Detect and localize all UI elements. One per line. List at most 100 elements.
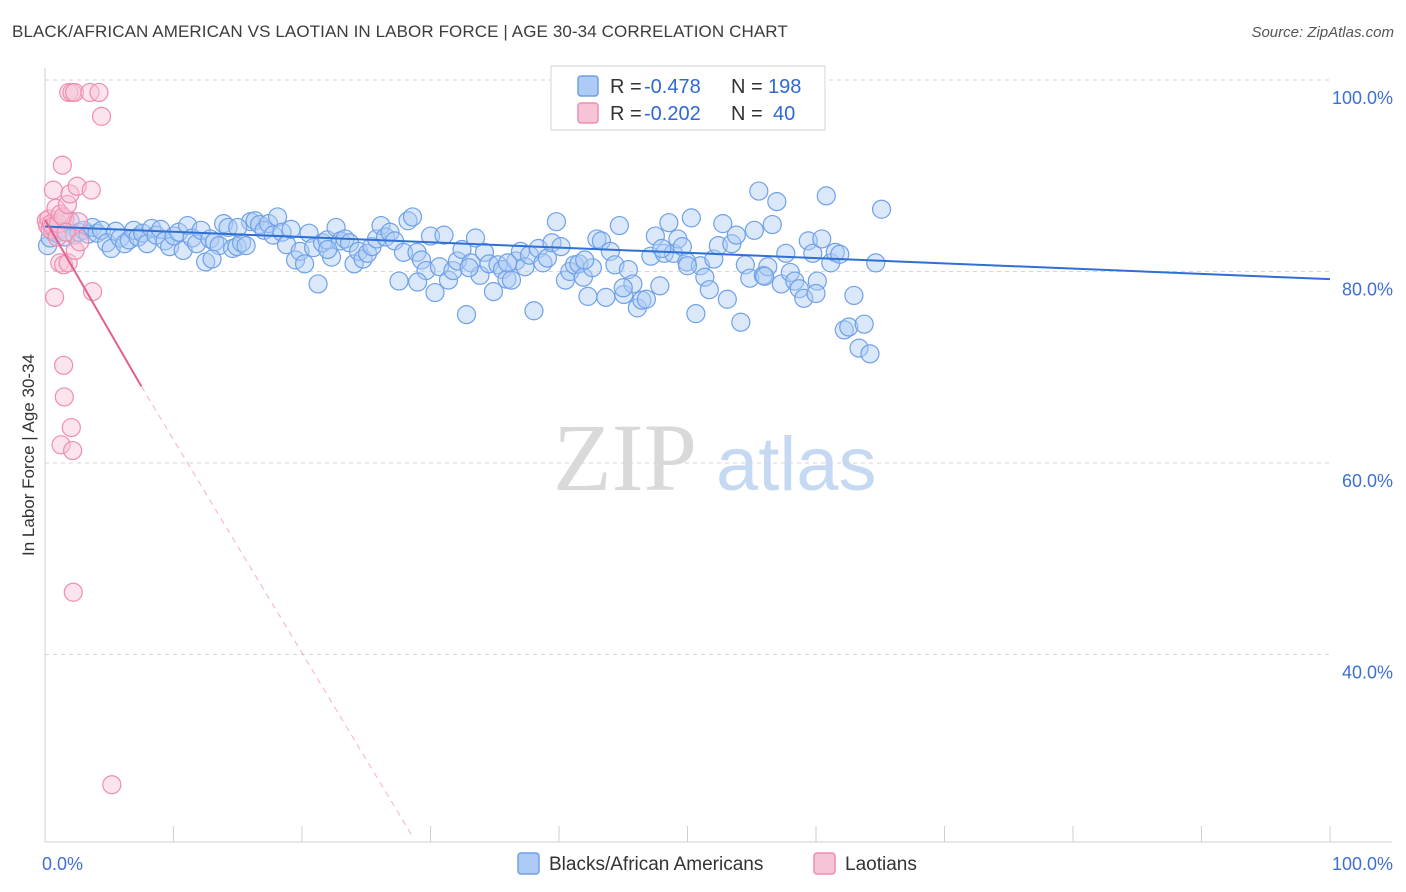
y-tick-label: 80.0% [1342,280,1393,300]
legend-swatch-pink [577,102,599,124]
point-blacks-african-americans [537,248,558,268]
point-blacks-african-americans [474,242,495,262]
point-blacks-african-americans [456,304,477,325]
point-blacks-african-americans [744,220,764,240]
legend-n-label-2: N = [731,103,763,125]
x-tick-label: 100.0% [1332,854,1393,874]
point-blacks-african-americans [420,226,441,246]
point-laotians [89,82,109,103]
point-blacks-african-americans [754,266,775,286]
point-blacks-african-americans [650,276,670,296]
grid-lines [45,79,1330,655]
chart-source: Source: ZipAtlas.com [1251,24,1394,41]
trend-line-laotians [44,219,143,387]
legend-r-value-1: -0.478 [644,76,701,98]
point-blacks-african-americans [681,208,701,228]
point-laotians [61,417,81,438]
trend-line-laotians-extrapolated [140,386,413,837]
point-blacks-african-americans [411,250,432,270]
point-blacks-african-americans [659,213,679,233]
point-laotians [45,287,65,307]
legend-bottom-label-pink: Laotians [845,854,917,875]
point-blacks-african-americans [443,260,463,281]
point-laotians [50,204,71,224]
point-blacks-african-americans [465,228,486,248]
trend-lines [44,219,1331,837]
point-blacks-african-americans [281,219,301,239]
point-blacks-african-americans [839,317,859,337]
point-laotians [43,180,63,200]
point-blacks-african-americans [425,282,445,303]
point-laotians [53,207,73,227]
point-blacks-african-americans [860,344,880,364]
y-tick-label: 60.0% [1342,471,1393,491]
point-blacks-african-americans [636,289,656,309]
point-blacks-african-americans [776,243,796,263]
point-laotians [81,180,101,200]
point-blacks-african-americans [402,207,423,227]
point-blacks-african-americans [498,253,518,273]
watermark-atlas: atlas [716,422,877,507]
point-blacks-african-americans [844,285,864,306]
point-laotians [102,775,122,795]
point-blacks-african-americans [318,239,338,260]
legend-swatch-blue [577,75,599,97]
point-blacks-african-americans [459,258,479,278]
point-blacks-african-americans [438,270,459,290]
point-blacks-african-americans [434,225,454,245]
point-blacks-african-americans [202,249,222,269]
point-blacks-african-americans [267,207,288,227]
point-blacks-african-americans [816,186,836,206]
point-blacks-african-americans [652,238,672,259]
x-tick-label: 0.0% [42,854,83,874]
point-blacks-african-americans [578,286,598,306]
point-blacks-african-americans [767,192,787,212]
point-blacks-african-americans [780,262,800,283]
y-tick-labels: 40.0% 60.0% 80.0% 100.0% [1332,88,1393,683]
point-blacks-african-americans [722,234,742,254]
point-blacks-african-americans [524,301,544,321]
series-blacks-african-americans [37,181,892,364]
axes [44,68,1392,843]
x-tick-labels: 0.0% 100.0% [42,854,1393,874]
legend-n-value-1: 198 [768,76,801,98]
legend-bottom-swatch-pink [813,852,836,875]
y-axis-title: In Labor Force | Age 30-34 [19,354,38,556]
point-blacks-african-americans [726,225,746,245]
chart-title: BLACK/AFRICAN AMERICAN VS LAOTIAN IN LAB… [12,22,788,41]
watermark-zip: ZIP [553,404,697,511]
point-blacks-african-americans [236,236,256,256]
point-blacks-african-americans [849,338,869,358]
point-laotians [54,387,74,407]
point-blacks-african-americans [575,250,595,270]
point-blacks-african-americans [546,212,567,232]
legend-r-label-1: R = [610,76,642,98]
point-blacks-african-americans [452,239,472,260]
point-blacks-african-americans [866,253,886,273]
legend-n-value-2: 40 [773,103,795,125]
point-laotians [68,212,89,232]
legend-r-label-2: R = [610,103,642,125]
point-blacks-african-americans [228,217,248,238]
point-blacks-african-americans [389,271,409,291]
point-blacks-african-americans [806,283,826,304]
point-blacks-african-americans [695,267,715,287]
point-laotians [91,106,112,126]
point-blacks-african-americans [393,242,414,262]
point-laotians [52,155,72,175]
y-tick-label: 100.0% [1332,88,1393,108]
point-laotians [63,582,83,602]
point-blacks-african-americans [308,274,328,294]
point-laotians [67,176,87,196]
point-blacks-african-americans [749,181,769,201]
point-blacks-african-americans [344,254,364,274]
point-blacks-african-americans [91,220,112,240]
point-blacks-african-americans [501,270,522,290]
point-blacks-african-americans [717,289,737,309]
point-laotians [60,184,80,204]
point-blacks-african-americans [218,217,238,238]
point-blacks-african-americans [483,282,504,302]
point-laotians [64,82,85,103]
point-blacks-african-americans [699,280,719,300]
point-blacks-african-americans [596,287,616,307]
